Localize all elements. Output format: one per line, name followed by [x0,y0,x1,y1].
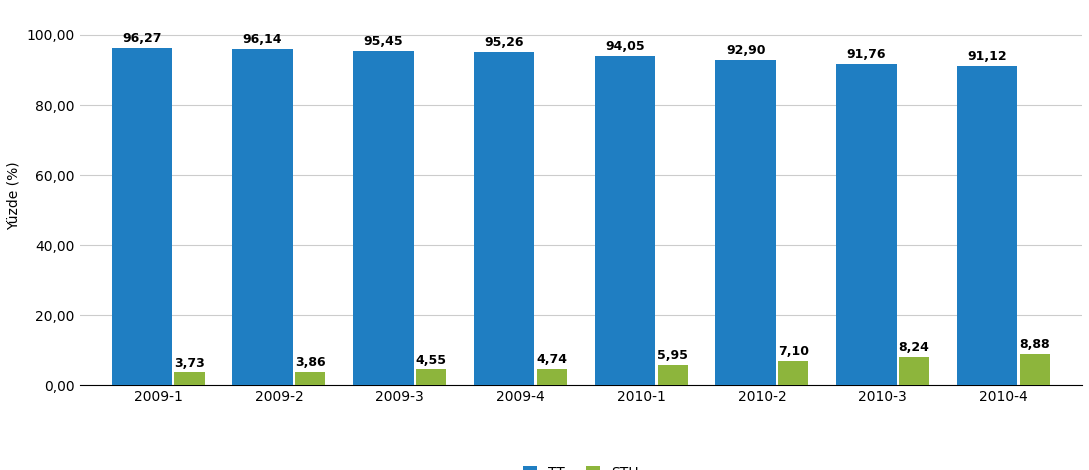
Bar [353,51,414,385]
Bar [232,48,293,385]
Text: 3,73: 3,73 [174,357,205,369]
Text: 7,10: 7,10 [778,345,809,358]
Text: 8,88: 8,88 [1019,338,1050,352]
Text: 4,55: 4,55 [416,353,446,367]
Bar [537,369,567,385]
Bar [595,56,656,385]
Bar [715,60,775,385]
Text: 91,12: 91,12 [967,50,1007,63]
Bar [474,52,535,385]
Text: 5,95: 5,95 [657,349,688,362]
Text: 91,76: 91,76 [847,48,886,61]
Bar [900,357,929,385]
Bar [416,369,446,385]
Bar [295,372,326,385]
Bar [957,66,1017,385]
Text: 95,45: 95,45 [364,35,403,48]
Text: 92,90: 92,90 [726,44,766,57]
Text: 94,05: 94,05 [605,40,645,53]
Text: 3,86: 3,86 [295,356,326,369]
Y-axis label: Yüzde (%): Yüzde (%) [7,162,21,230]
Bar [658,365,688,385]
Text: 96,27: 96,27 [122,32,161,45]
Text: 8,24: 8,24 [898,341,930,354]
Text: 4,74: 4,74 [537,353,567,366]
Bar [111,48,172,385]
Bar [1020,354,1050,385]
Bar [836,64,896,385]
Text: 95,26: 95,26 [485,36,524,49]
Bar [779,360,808,385]
Bar [174,372,205,385]
Text: 96,14: 96,14 [243,33,282,46]
Legend: TT, STH: TT, STH [517,461,644,470]
